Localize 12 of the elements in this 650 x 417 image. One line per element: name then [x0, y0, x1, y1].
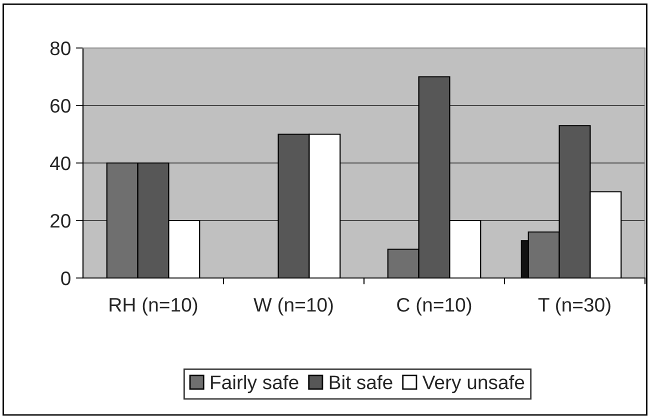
legend-label: Very unsafe [422, 375, 524, 394]
x-tick-label: RH (n=10) [110, 297, 198, 316]
x-tick-label: T (n=30) [538, 297, 610, 316]
legend-label: Fairly safe [211, 374, 298, 394]
y-tick-label: 0 [61, 271, 70, 286]
y-tick-label: 60 [50, 98, 70, 113]
y-tick-label: 80 [50, 41, 70, 56]
y-tick-label: 20 [50, 214, 70, 228]
x-tick-label: C (n=10) [397, 297, 472, 316]
legend-label: Bit safe [330, 374, 392, 390]
x-tick-label: W (n=10) [254, 297, 333, 316]
y-tick-label: 40 [50, 156, 70, 170]
